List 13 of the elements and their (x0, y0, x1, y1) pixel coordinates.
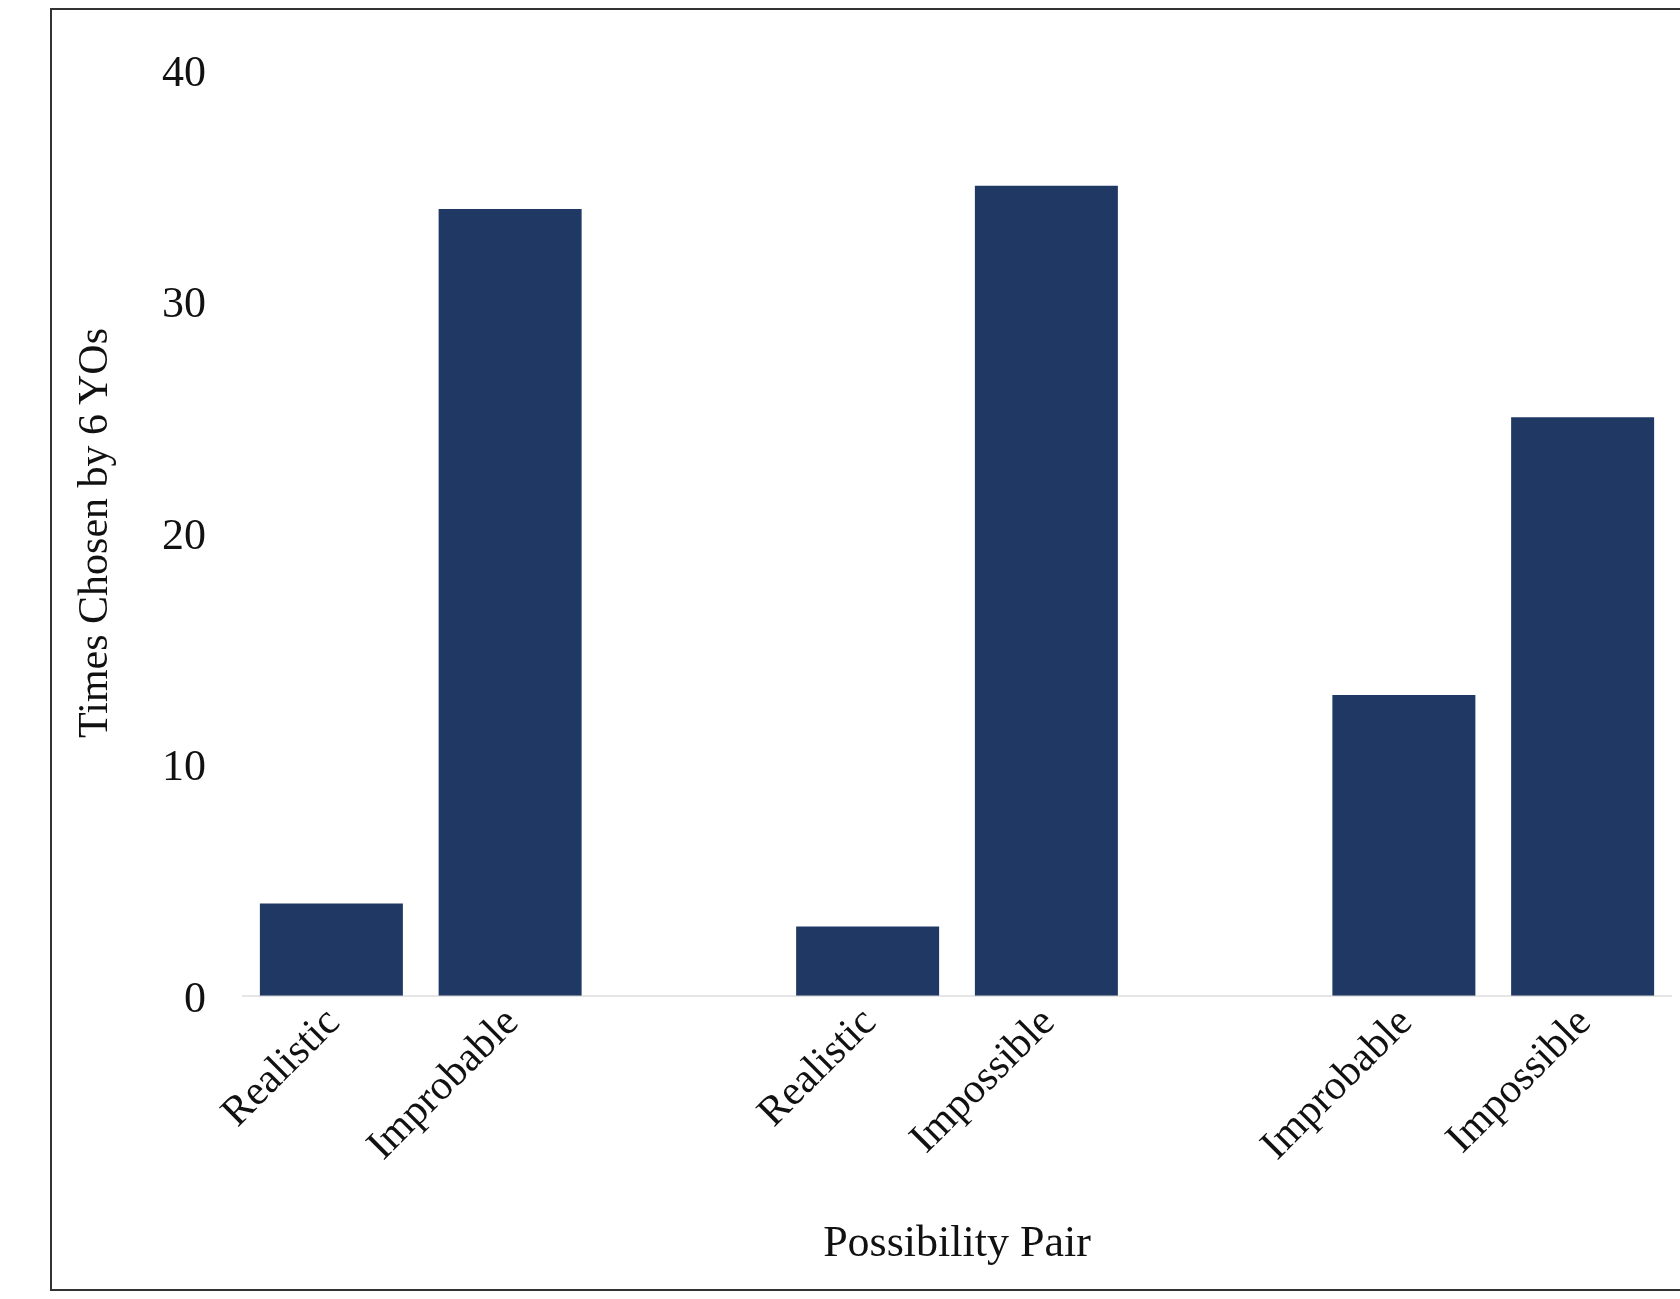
bar (796, 926, 940, 996)
bar (974, 185, 1118, 996)
bar (1332, 695, 1476, 996)
y-tick-label: 40 (162, 46, 206, 96)
y-axis-title: Times Chosen by 6 YOs (69, 328, 116, 738)
bar (1511, 417, 1655, 996)
y-tick-label: 30 (162, 278, 206, 328)
y-tick-label: 0 (184, 972, 206, 1022)
bar (438, 208, 582, 996)
y-tick-label: 20 (162, 509, 206, 559)
x-axis-title: Possibility Pair (823, 1217, 1092, 1266)
bar (259, 903, 403, 996)
y-tick-label: 10 (162, 741, 206, 791)
